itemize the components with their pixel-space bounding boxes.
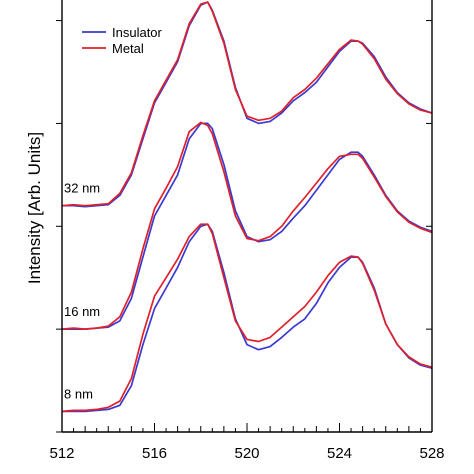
traces-layer [61, 1, 433, 413]
y-tick-layer [56, 20, 432, 433]
trace-label-2: 8 nm [64, 386, 93, 401]
x-tick-label: 520 [234, 445, 259, 462]
trace-label-1: 16 nm [64, 304, 100, 319]
trace-label-layer: 32 nm 16 nm 8 nm [64, 181, 100, 402]
legend-label-metal: Metal [112, 41, 144, 56]
x-tick-label: 528 [419, 445, 444, 462]
legend-label-insulator: Insulator [112, 25, 163, 40]
trace-0-metal-line [61, 1, 433, 207]
x-tick-label: 516 [142, 445, 167, 462]
trace-1-insulator-line [62, 122, 433, 330]
y-axis-title: Intensity [Arb. Units] [25, 132, 44, 284]
x-tick-label: 512 [49, 445, 74, 462]
frame-layer [61, 0, 433, 433]
trace-2-metal-line [61, 223, 433, 413]
trace-1-metal-line [61, 121, 433, 330]
trace-label-0: 32 nm [64, 181, 100, 196]
x-tick-label: 524 [327, 445, 352, 462]
x-tick-layer: 512 516 520 524 528 [49, 423, 445, 462]
